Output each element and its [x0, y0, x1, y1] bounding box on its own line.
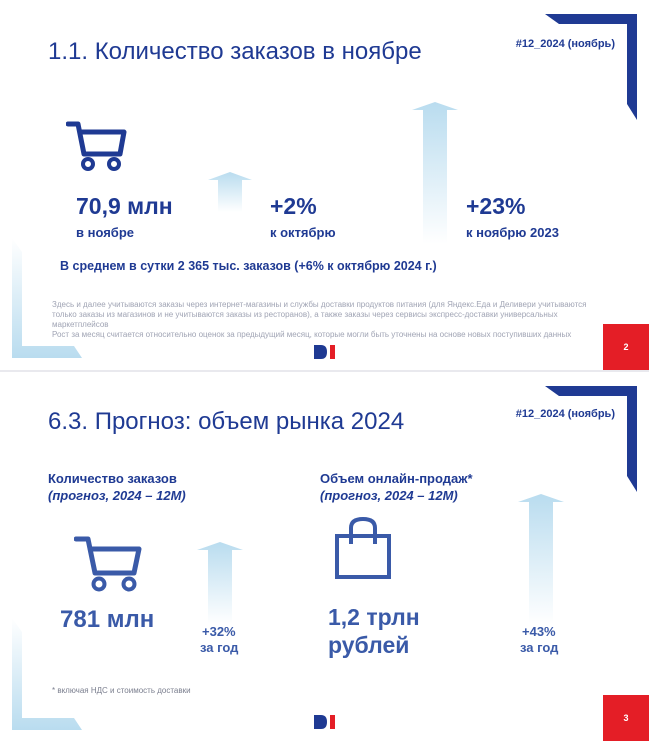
page-number: 2: [603, 324, 649, 370]
mom-growth-label: к октябрю: [270, 225, 336, 240]
brand-logo: [314, 345, 335, 359]
yoy-growth-value: +23%: [466, 193, 526, 219]
growth-note: Рост за месяц считается относительно оце…: [52, 330, 572, 339]
orders-growth-value: +32%: [202, 624, 236, 639]
sales-growth-label: за год: [520, 640, 559, 655]
orders-heading: Количество заказов: [48, 471, 177, 486]
up-arrow-icon: [208, 172, 252, 212]
sales-forecast-value-line1: 1,2 трлн: [328, 604, 420, 630]
sales-subheading: (прогноз, 2024 – 12М): [320, 488, 458, 503]
main-label: в ноябре: [76, 225, 135, 240]
daily-average: В среднем в сутки 2 365 тыс. заказов (+6…: [60, 259, 437, 273]
orders-subheading: (прогноз, 2024 – 12М): [48, 488, 186, 503]
yoy-growth-label: к ноябрю 2023: [466, 225, 559, 240]
corner-decoration: [545, 386, 637, 492]
main-value: 70,9 млн: [76, 193, 173, 219]
brand-logo: [314, 715, 335, 729]
edition-tag: #12_2024 (ноябрь): [515, 408, 615, 420]
sales-forecast-value-line2: рублей: [328, 632, 410, 658]
page-number: 3: [603, 695, 649, 741]
methodology-note: Здесь и далее учитываются заказы через и…: [52, 300, 587, 329]
sales-heading: Объем онлайн-продаж*: [320, 471, 473, 486]
footnote: * включая НДС и стоимость доставки: [52, 686, 191, 695]
corner-decoration: [12, 238, 82, 358]
slide-market-forecast: 6.3. Прогноз: объем рынка 2024 #12_2024 …: [0, 372, 649, 741]
up-arrow-icon: [197, 542, 243, 624]
shopping-cart-icon: [66, 121, 127, 171]
shopping-bag-icon: [335, 516, 391, 579]
slide-title: 1.1. Количество заказов в ноябре: [48, 38, 422, 65]
sales-growth-value: +43%: [522, 624, 556, 639]
orders-forecast-value: 781 млн: [60, 606, 155, 633]
slide-orders-november: 1.1. Количество заказов в ноябре #12_202…: [0, 0, 649, 370]
mom-growth-value: +2%: [270, 193, 317, 219]
up-arrow-icon: [412, 102, 458, 244]
corner-decoration: [12, 618, 82, 730]
edition-tag: #12_2024 (ноябрь): [515, 38, 615, 50]
up-arrow-icon: [518, 494, 564, 624]
orders-growth-label: за год: [200, 640, 239, 655]
corner-decoration: [545, 14, 637, 120]
shopping-cart-icon: [74, 536, 142, 592]
slide-title: 6.3. Прогноз: объем рынка 2024: [48, 408, 405, 435]
